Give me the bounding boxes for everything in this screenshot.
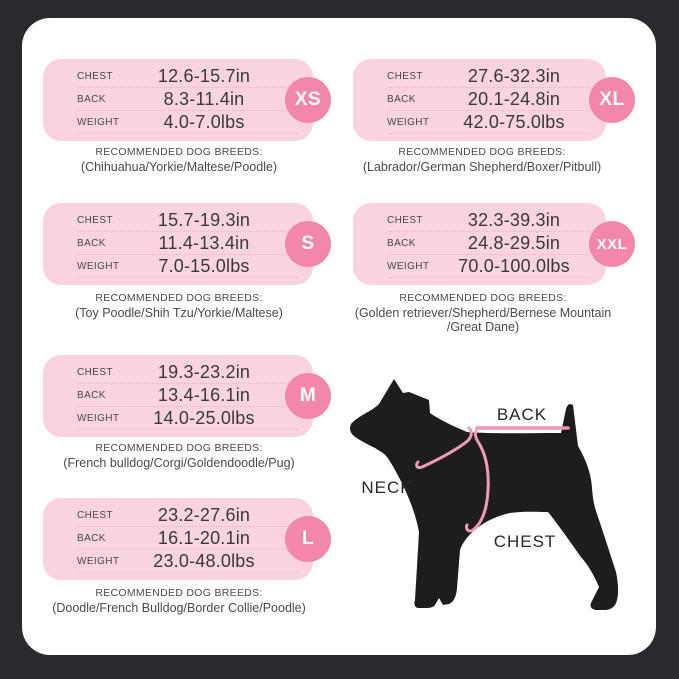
diagram-neck-label: NECK (361, 478, 412, 497)
chest-value: 27.6-32.3in (467, 66, 561, 86)
chest-row: CHEST 19.3-23.2in (77, 362, 297, 384)
back-label: BACK (77, 238, 106, 249)
chest-row: CHEST 27.6-32.3in (387, 66, 590, 88)
breeds-list: (Golden retriever/Shepherd/Bernese Mount… (354, 306, 612, 335)
weight-row: WEIGHT 70.0-100.0lbs (387, 256, 590, 278)
size-badge-l: L (285, 516, 331, 562)
breeds-s: RECOMMENDED DOG BREEDS: (Toy Poodle/Shih… (22, 292, 336, 320)
weight-label: WEIGHT (77, 556, 120, 567)
back-label: BACK (77, 94, 106, 105)
back-row: BACK 20.1-24.8in (387, 89, 590, 111)
size-badge-xl: XL (589, 77, 635, 123)
chest-label: CHEST (387, 215, 423, 226)
chest-value: 12.6-15.7in (157, 66, 251, 86)
back-value: 20.1-24.8in (467, 89, 561, 109)
size-card-xl: CHEST 27.6-32.3in BACK 20.1-24.8in WEIGH… (353, 59, 606, 141)
breeds-list: (Toy Poodle/Shih Tzu/Yorkie/Maltese) (75, 306, 283, 320)
recommended-breeds-heading: RECOMMENDED DOG BREEDS: (95, 587, 263, 599)
back-label: BACK (77, 533, 106, 544)
weight-value: 23.0-48.0lbs (153, 551, 255, 571)
weight-row: WEIGHT 7.0-15.0lbs (77, 256, 297, 278)
breeds-xxl: RECOMMENDED DOG BREEDS: (Golden retrieve… (340, 292, 626, 335)
size-badge-s: S (285, 221, 331, 267)
weight-value: 7.0-15.0lbs (158, 256, 250, 276)
harness-neck-strap (415, 426, 473, 469)
diagram-chest-label: CHEST (494, 532, 557, 551)
chest-label: CHEST (77, 71, 113, 82)
recommended-breeds-heading: RECOMMENDED DOG BREEDS: (95, 442, 263, 454)
weight-value: 70.0-100.0lbs (458, 256, 570, 276)
size-badge-xs: XS (285, 77, 331, 123)
chest-label: CHEST (77, 367, 113, 378)
recommended-breeds-heading: RECOMMENDED DOG BREEDS: (399, 292, 567, 304)
back-value: 16.1-20.1in (157, 528, 251, 548)
breeds-list: (Chihuahua/Yorkie/Maltese/Poodle) (80, 160, 278, 174)
back-value: 24.8-29.5in (467, 233, 561, 253)
harness-chest-strap (465, 429, 490, 533)
breeds-list: (Doodle/French Bulldog/Border Collie/Poo… (52, 601, 306, 615)
breeds-list: (French bulldog/Corgi/Goldendoodle/Pug) (63, 456, 295, 470)
back-row: BACK 24.8-29.5in (387, 233, 590, 255)
breeds-xl: RECOMMENDED DOG BREEDS: (Labrador/German… (337, 146, 627, 174)
recommended-breeds-heading: RECOMMENDED DOG BREEDS: (95, 292, 263, 304)
size-card-s: CHEST 15.7-19.3in BACK 11.4-13.4in WEIGH… (43, 203, 313, 285)
chest-row: CHEST 32.3-39.3in (387, 210, 590, 232)
back-value: 13.4-16.1in (157, 385, 251, 405)
chest-label: CHEST (387, 71, 423, 82)
breeds-list: (Labrador/German Shepherd/Boxer/Pitbull) (362, 160, 602, 174)
recommended-breeds-heading: RECOMMENDED DOG BREEDS: (398, 146, 566, 158)
breeds-m: RECOMMENDED DOG BREEDS: (French bulldog/… (22, 442, 336, 470)
chest-label: CHEST (77, 510, 113, 521)
chest-row: CHEST 15.7-19.3in (77, 210, 297, 232)
weight-row: WEIGHT 14.0-25.0lbs (77, 408, 297, 430)
weight-label: WEIGHT (77, 413, 120, 424)
breeds-xs: RECOMMENDED DOG BREEDS: (Chihuahua/Yorki… (22, 146, 336, 174)
chest-label: CHEST (77, 215, 113, 226)
size-card-xs: CHEST 12.6-15.7in BACK 8.3-11.4in WEIGHT… (43, 59, 313, 141)
back-label: BACK (77, 390, 106, 401)
chest-value: 19.3-23.2in (157, 362, 251, 382)
back-row: BACK 8.3-11.4in (77, 89, 297, 111)
dog-silhouette (350, 379, 619, 610)
chest-row: CHEST 12.6-15.7in (77, 66, 297, 88)
weight-row: WEIGHT 42.0-75.0lbs (387, 112, 590, 134)
back-row: BACK 11.4-13.4in (77, 233, 297, 255)
chest-value: 23.2-27.6in (157, 505, 251, 525)
back-value: 11.4-13.4in (158, 233, 250, 253)
size-chart-panel: CHEST 12.6-15.7in BACK 8.3-11.4in WEIGHT… (22, 18, 656, 655)
back-label: BACK (387, 94, 416, 105)
back-value: 8.3-11.4in (163, 89, 245, 109)
breeds-l: RECOMMENDED DOG BREEDS: (Doodle/French B… (22, 587, 336, 615)
weight-value: 4.0-7.0lbs (163, 112, 245, 132)
size-badge-m: M (285, 373, 331, 419)
weight-label: WEIGHT (77, 261, 120, 272)
weight-value: 42.0-75.0lbs (463, 112, 565, 132)
diagram-back-label: BACK (497, 405, 547, 424)
weight-label: WEIGHT (77, 117, 120, 128)
weight-value: 14.0-25.0lbs (153, 408, 255, 428)
weight-label: WEIGHT (387, 117, 430, 128)
back-row: BACK 16.1-20.1in (77, 528, 297, 550)
weight-row: WEIGHT 4.0-7.0lbs (77, 112, 297, 134)
size-card-m: CHEST 19.3-23.2in BACK 13.4-16.1in WEIGH… (43, 355, 313, 437)
dog-measurement-diagram: BACK NECK CHEST (350, 379, 619, 610)
size-card-xxl: CHEST 32.3-39.3in BACK 24.8-29.5in WEIGH… (353, 203, 606, 285)
weight-label: WEIGHT (387, 261, 430, 272)
recommended-breeds-heading: RECOMMENDED DOG BREEDS: (95, 146, 263, 158)
size-card-l: CHEST 23.2-27.6in BACK 16.1-20.1in WEIGH… (43, 498, 313, 580)
weight-row: WEIGHT 23.0-48.0lbs (77, 551, 297, 573)
back-label: BACK (387, 238, 416, 249)
back-row: BACK 13.4-16.1in (77, 385, 297, 407)
chest-value: 15.7-19.3in (157, 210, 251, 230)
chest-row: CHEST 23.2-27.6in (77, 505, 297, 527)
chest-value: 32.3-39.3in (467, 210, 561, 230)
size-badge-xxl: XXL (589, 221, 635, 267)
